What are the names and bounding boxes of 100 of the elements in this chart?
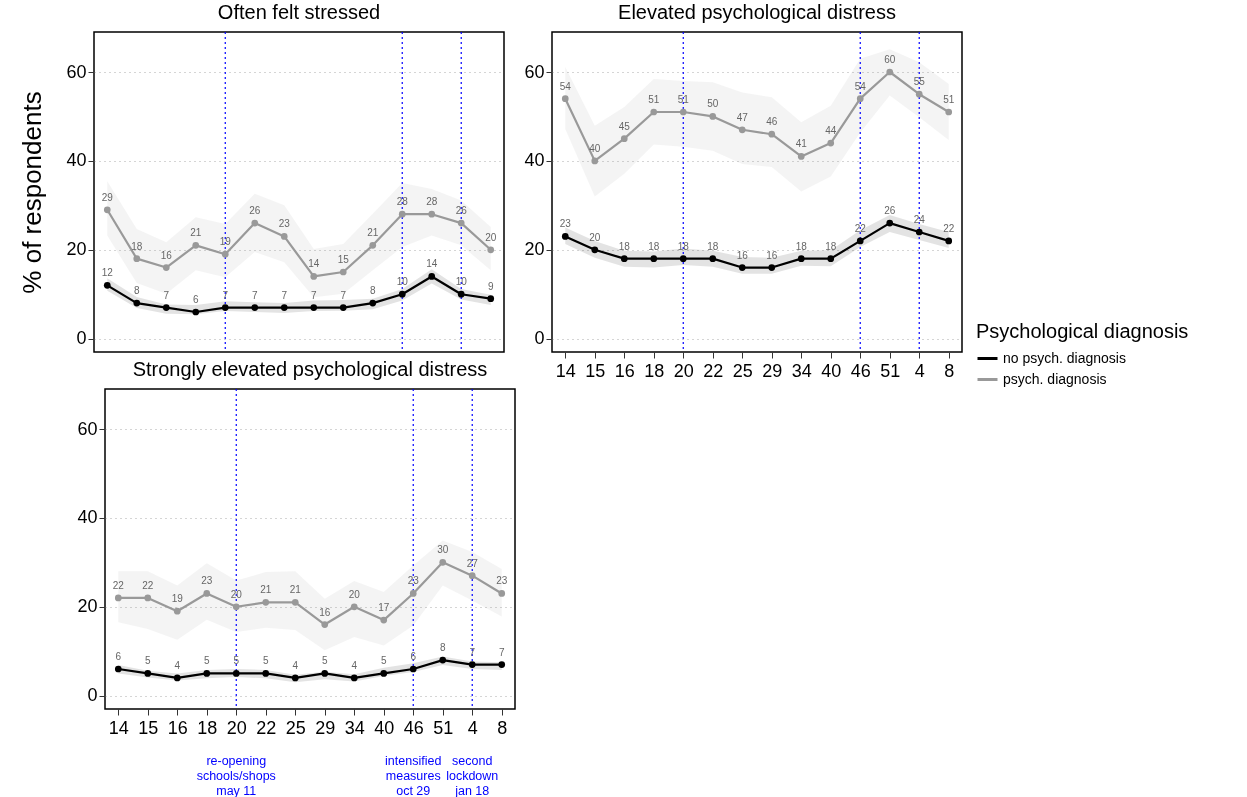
data-label: 26 xyxy=(455,205,468,217)
point xyxy=(310,273,318,280)
point xyxy=(232,670,240,677)
point xyxy=(768,130,776,138)
x-tick-label: 18 xyxy=(197,717,218,738)
y-tick-label: 20 xyxy=(524,239,545,260)
data-label: 18 xyxy=(707,240,719,252)
point xyxy=(591,157,599,165)
point xyxy=(620,255,628,263)
data-label: 15 xyxy=(337,254,350,265)
data-label: 26 xyxy=(249,205,261,217)
x-tick-label: 16 xyxy=(614,360,635,381)
point xyxy=(114,665,122,673)
data-label: 28 xyxy=(396,196,409,208)
data-label: 7 xyxy=(469,646,476,658)
data-label: 8 xyxy=(369,285,376,297)
x-tick-label: 4 xyxy=(467,717,478,738)
x-tick-label: 46 xyxy=(850,360,871,381)
x-tick-label: 29 xyxy=(762,360,783,381)
y-tick-label: 20 xyxy=(66,239,87,260)
data-label: 4 xyxy=(351,659,358,671)
point xyxy=(350,603,358,611)
point xyxy=(561,95,569,103)
data-label: 40 xyxy=(589,142,601,154)
point xyxy=(468,572,476,580)
data-label: 46 xyxy=(766,116,778,128)
data-label: 51 xyxy=(943,94,955,105)
data-label: 41 xyxy=(795,138,808,150)
chart-title: Elevated psychological distress xyxy=(618,1,896,24)
data-label: 47 xyxy=(736,111,749,123)
data-label: 5 xyxy=(262,655,269,667)
point xyxy=(409,590,417,597)
point xyxy=(350,674,358,682)
point xyxy=(339,268,347,276)
data-label: 19 xyxy=(171,593,184,605)
data-label: 50 xyxy=(707,98,719,110)
point xyxy=(457,290,465,298)
point xyxy=(650,108,658,116)
data-label: 19 xyxy=(219,236,232,248)
data-label: 18 xyxy=(131,240,143,252)
ref-line-label: re-opening schools/shops may 11 xyxy=(196,754,276,797)
point xyxy=(173,674,181,682)
data-label: 16 xyxy=(319,606,331,618)
point xyxy=(321,621,329,628)
point xyxy=(369,241,377,249)
x-tick-label: 20 xyxy=(673,360,694,381)
data-label: 23 xyxy=(278,218,291,230)
x-tick-label: 16 xyxy=(167,717,188,738)
data-label: 20 xyxy=(589,231,601,243)
point xyxy=(428,273,436,280)
point xyxy=(162,304,170,311)
legend-label: psych. diagnosis xyxy=(1003,370,1107,387)
point xyxy=(221,304,229,311)
y-tick-label: 0 xyxy=(87,685,98,706)
data-label: 14 xyxy=(308,258,320,270)
point xyxy=(856,237,864,245)
data-label: 7 xyxy=(340,289,347,301)
data-label: 4 xyxy=(174,659,181,671)
data-label: 18 xyxy=(795,240,808,252)
point xyxy=(797,255,805,263)
point xyxy=(192,308,200,316)
x-tick-label: 25 xyxy=(732,360,753,381)
x-tick-label: 18 xyxy=(644,360,665,381)
data-label: 16 xyxy=(160,249,173,261)
point xyxy=(162,264,170,271)
data-label: 7 xyxy=(251,289,258,301)
data-label: 22 xyxy=(112,579,125,591)
data-label: 6 xyxy=(115,651,122,662)
data-label: 45 xyxy=(618,120,631,132)
data-label: 5 xyxy=(321,655,328,667)
point xyxy=(738,126,746,134)
x-tick-label: 8 xyxy=(944,360,955,381)
chart-title: Often felt stressed xyxy=(217,1,381,24)
point xyxy=(398,210,406,218)
data-label: 6 xyxy=(192,294,199,305)
data-label: 10 xyxy=(396,276,409,288)
point xyxy=(487,246,495,254)
data-label: 18 xyxy=(618,240,631,252)
data-label: 60 xyxy=(884,54,896,65)
point xyxy=(114,594,122,602)
x-tick-label: 20 xyxy=(226,717,247,738)
point xyxy=(945,108,953,116)
data-label: 9 xyxy=(487,280,494,292)
data-label: 14 xyxy=(426,258,438,270)
data-label: 12 xyxy=(101,267,114,279)
data-label: 7 xyxy=(281,289,288,301)
point xyxy=(221,250,229,258)
point xyxy=(679,255,687,263)
data-label: 28 xyxy=(426,196,438,208)
point xyxy=(679,108,687,116)
data-label: 54 xyxy=(854,80,867,92)
x-tick-label: 15 xyxy=(138,717,159,738)
x-tick-label: 40 xyxy=(374,717,395,738)
data-label: 7 xyxy=(498,646,505,658)
x-tick-label: 14 xyxy=(108,717,129,738)
legend-title: Psychological diagnosis xyxy=(976,320,1189,342)
y-axis-title: % of respondents xyxy=(17,91,48,294)
x-tick-label: 34 xyxy=(791,360,812,381)
point xyxy=(144,594,152,602)
point xyxy=(498,590,506,597)
